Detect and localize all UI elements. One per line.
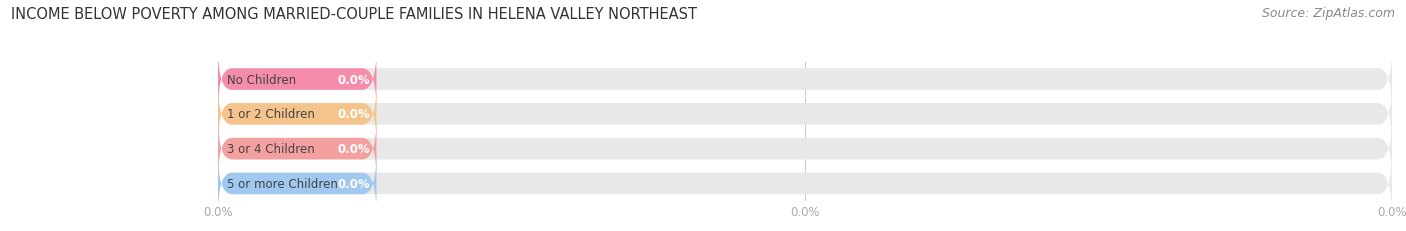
Text: 0.0%: 0.0% (337, 73, 371, 86)
FancyBboxPatch shape (218, 118, 1392, 180)
Text: Source: ZipAtlas.com: Source: ZipAtlas.com (1261, 7, 1395, 20)
FancyBboxPatch shape (218, 83, 377, 145)
FancyBboxPatch shape (218, 153, 1392, 214)
Text: 5 or more Children: 5 or more Children (228, 177, 339, 190)
Text: No Children: No Children (228, 73, 297, 86)
FancyBboxPatch shape (218, 153, 377, 214)
Text: 1 or 2 Children: 1 or 2 Children (228, 108, 315, 121)
FancyBboxPatch shape (218, 49, 377, 110)
Text: 0.0%: 0.0% (337, 143, 371, 155)
FancyBboxPatch shape (218, 49, 1392, 110)
Text: 0.0%: 0.0% (337, 108, 371, 121)
Text: 0.0%: 0.0% (337, 177, 371, 190)
Text: 3 or 4 Children: 3 or 4 Children (228, 143, 315, 155)
FancyBboxPatch shape (218, 118, 377, 180)
Text: INCOME BELOW POVERTY AMONG MARRIED-COUPLE FAMILIES IN HELENA VALLEY NORTHEAST: INCOME BELOW POVERTY AMONG MARRIED-COUPL… (11, 7, 697, 22)
FancyBboxPatch shape (218, 83, 1392, 145)
